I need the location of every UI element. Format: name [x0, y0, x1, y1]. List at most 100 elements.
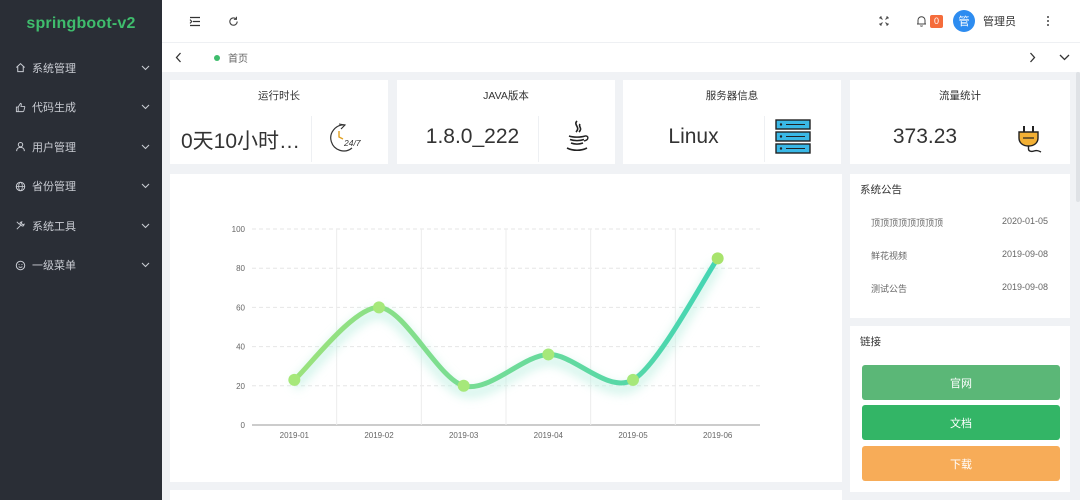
notice-item-date: 2019-09-08: [1001, 249, 1048, 259]
chevron-down-icon: [140, 260, 150, 270]
stat-value: 1.8.0_222: [425, 125, 520, 148]
divider: [311, 116, 312, 162]
stat-title: JAVA版本: [483, 90, 529, 102]
y-tick-label: 20: [236, 382, 245, 391]
stat-value: 373.23: [892, 125, 958, 148]
x-tick-label: 2019-02: [364, 431, 394, 440]
sidebar-item-label: 省份管理: [32, 181, 76, 194]
x-tick-label: 2019-01: [280, 431, 310, 440]
chevron-down-icon: [140, 181, 150, 191]
sidebar-item-users[interactable]: 用户管理: [0, 127, 162, 167]
sidebar: springboot-v2 系统管理 代码生成 用户管理 省份管理 系统工具: [0, 0, 162, 500]
plug-icon: [1005, 114, 1055, 160]
chevron-down-icon: [140, 142, 150, 152]
thumb-icon: [14, 101, 26, 113]
tabs-bar: 首页: [162, 42, 1080, 72]
y-tick-label: 80: [236, 264, 245, 273]
divider: [538, 116, 539, 162]
notice-panel: 系统公告 顶顶顶顶顶顶顶顶 2020-01-05 鲜花视频 2019-09-08…: [850, 174, 1070, 318]
chart-card: 0 20 40 60 80 100 2019-01 2019-02 2019-03 2019-04…: [170, 174, 842, 482]
x-tick-label: 2019-04: [534, 431, 564, 440]
notification-count-badge: 0: [930, 14, 943, 28]
sidebar-item-tools[interactable]: 系统工具: [0, 206, 162, 246]
active-tab-dot: [214, 54, 220, 61]
data-point: [542, 348, 555, 361]
smile-icon: [14, 259, 26, 271]
notice-title: 系统公告: [860, 184, 902, 196]
divider: [764, 116, 765, 162]
data-point: [373, 301, 385, 314]
sidebar-item-menu1[interactable]: 一级菜单: [0, 246, 162, 286]
y-tick-label: 100: [232, 225, 246, 234]
sidebar-item-label: 系统工具: [32, 220, 76, 233]
data-point: [288, 373, 301, 386]
page-scrollbar[interactable]: [1076, 72, 1080, 202]
username[interactable]: 管理员: [983, 16, 1016, 28]
series-line-shadow: [290, 261, 722, 398]
avatar[interactable]: 管: [953, 10, 975, 32]
app-logo: springboot-v2: [26, 15, 136, 32]
sidebar-item-label: 一级菜单: [32, 260, 76, 273]
user-icon: [14, 141, 26, 153]
stat-card-java: JAVA版本 1.8.0_222: [397, 80, 615, 164]
data-point: [627, 373, 639, 386]
stat-card-uptime: 运行时长 0天10小时… 24/7: [170, 80, 388, 164]
bottom-panel: [170, 490, 842, 500]
tabs-scroll-left-icon[interactable]: [166, 46, 190, 70]
chevron-down-icon: [140, 63, 150, 73]
x-tick-label: 2019-05: [618, 431, 648, 440]
top-header: 0 管 管理员: [162, 0, 1080, 42]
list-item[interactable]: 顶顶顶顶顶顶顶顶 2020-01-05: [850, 216, 1070, 249]
list-item[interactable]: 鲜花视频 2019-09-08: [850, 249, 1070, 282]
java-icon: [552, 114, 602, 160]
y-tick-label: 0: [241, 421, 246, 430]
line-chart: 0 20 40 60 80 100 2019-01 2019-02 2019-03 2019-04…: [232, 225, 760, 440]
globe-icon: [14, 180, 26, 192]
refresh-icon[interactable]: [221, 9, 245, 33]
sidebar-item-codegen[interactable]: 代码生成: [0, 88, 162, 128]
list-item[interactable]: 测试公告 2019-09-08: [850, 282, 1070, 315]
stat-card-traffic: 流量统计 373.23: [850, 80, 1070, 164]
stat-card-server: 服务器信息 Linux: [623, 80, 841, 164]
notification-bell-icon[interactable]: [914, 9, 928, 33]
x-tick-label: 2019-06: [703, 431, 733, 440]
notice-item-title: 鲜花视频: [871, 251, 908, 261]
stat-title: 运行时长: [258, 90, 300, 102]
server-icon: [768, 114, 818, 160]
notice-item-date: 2020-01-05: [1001, 216, 1048, 226]
sidebar-item-label: 代码生成: [32, 102, 76, 115]
y-tick-label: 60: [236, 303, 245, 312]
official-site-button[interactable]: 官网: [862, 365, 1060, 400]
fullscreen-icon[interactable]: [872, 9, 896, 33]
links-title: 链接: [860, 336, 881, 348]
docs-button[interactable]: 文档: [862, 405, 1060, 440]
tools-icon: [14, 220, 26, 232]
data-point: [457, 379, 470, 392]
chevron-down-icon: [140, 102, 150, 112]
tab-home-label: 首页: [228, 54, 248, 65]
home-icon: [14, 62, 26, 74]
sidebar-item-provinces[interactable]: 省份管理: [0, 167, 162, 207]
y-tick-label: 40: [236, 343, 245, 352]
notice-list: 顶顶顶顶顶顶顶顶 2020-01-05 鲜花视频 2019-09-08 测试公告…: [850, 216, 1070, 315]
tab-home[interactable]: 首页: [214, 50, 248, 65]
sidebar-item-system[interactable]: 系统管理: [0, 48, 162, 88]
sidebar-item-label: 系统管理: [32, 62, 76, 75]
chevron-down-icon: [140, 221, 150, 231]
tabs-scroll-right-icon[interactable]: [1020, 46, 1044, 70]
sidebar-item-label: 用户管理: [32, 141, 76, 154]
more-vertical-icon[interactable]: [1036, 9, 1060, 33]
download-button[interactable]: 下载: [862, 446, 1060, 481]
svg-text:24/7: 24/7: [343, 138, 361, 148]
menu-collapse-icon[interactable]: [183, 9, 207, 33]
notice-item-title: 顶顶顶顶顶顶顶顶: [871, 218, 944, 228]
notice-item-title: 测试公告: [871, 284, 908, 294]
stat-value: 0天10小时…: [180, 130, 301, 153]
stat-value: Linux: [668, 125, 719, 148]
clock-247-icon: 24/7: [320, 114, 370, 160]
stat-title: 服务器信息: [705, 90, 759, 102]
data-point: [711, 252, 724, 265]
stat-title: 流量统计: [939, 90, 981, 102]
tabs-dropdown-icon[interactable]: [1052, 46, 1076, 70]
notice-item-date: 2019-09-08: [1001, 282, 1048, 292]
